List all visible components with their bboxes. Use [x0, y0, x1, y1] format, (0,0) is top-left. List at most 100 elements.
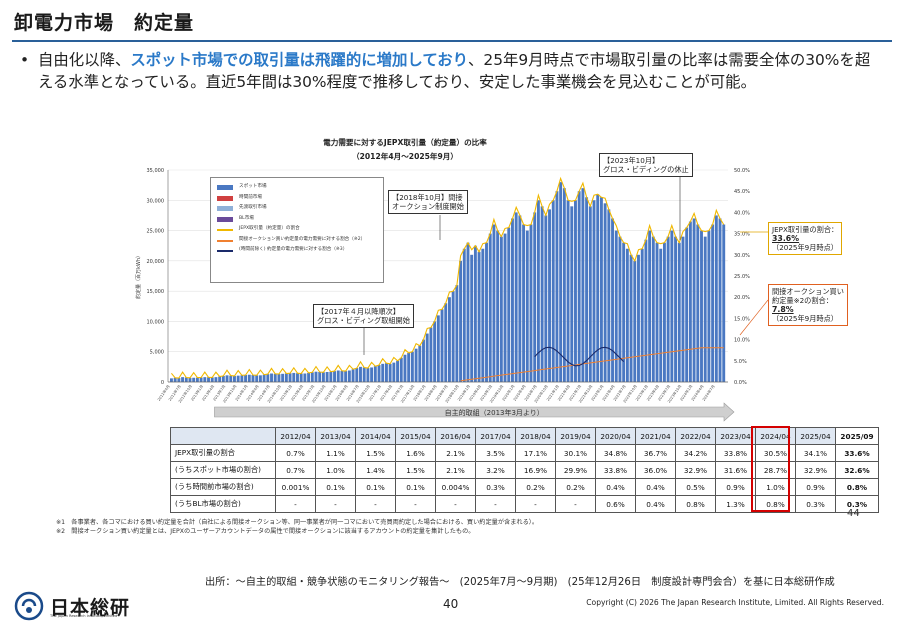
spot-bar	[377, 365, 381, 382]
spot-bar	[188, 377, 192, 382]
spot-bar	[722, 224, 726, 382]
spot-bar	[299, 373, 303, 382]
spot-bar	[577, 191, 581, 382]
spot-bar	[414, 348, 418, 382]
spot-bar	[266, 374, 270, 382]
spot-bar	[333, 371, 336, 382]
spot-bar	[351, 369, 355, 382]
spot-bar	[429, 327, 433, 382]
spot-bar	[651, 236, 655, 382]
spot-bar	[392, 362, 396, 382]
leader-indirect	[739, 299, 769, 336]
indirect-share-line	[460, 347, 724, 382]
chart-title-line2: （2012年4月～2025年9月）	[352, 152, 458, 161]
spot-bar	[562, 188, 566, 382]
spot-bar	[599, 197, 603, 382]
spot-bar	[203, 377, 207, 382]
y2-tick-label: 20.0%	[734, 295, 750, 301]
spot-bar	[718, 218, 722, 382]
y-tick-label: 20,000	[147, 259, 165, 265]
legend-item-spot: スポット市場	[211, 182, 383, 193]
spot-bar	[703, 236, 707, 382]
spot-bar	[614, 230, 618, 382]
spot-bar	[240, 375, 244, 382]
chart-legend: スポット市場 時間前市場 先渡取引市場 BL市場 JEPX取引量（約定量）の割合…	[210, 177, 384, 283]
spot-bar	[251, 375, 255, 382]
spot-bar	[644, 239, 648, 382]
spot-bar	[503, 233, 507, 382]
annotation-2018: 【2018年10月】間接 オークション制度開始	[388, 190, 468, 214]
y-tick-label: 5,000	[150, 350, 164, 356]
legend-item-bl: BL市場	[211, 214, 383, 225]
spot-bar	[511, 218, 514, 382]
spot-bar	[384, 363, 388, 382]
spot-bar	[288, 373, 292, 382]
spot-bar	[396, 360, 399, 382]
spot-bar	[170, 378, 173, 382]
spot-bar	[492, 224, 496, 382]
spot-bar	[507, 227, 511, 382]
spot-bar	[529, 224, 533, 382]
spot-bar	[258, 375, 262, 382]
spot-bar	[681, 236, 685, 382]
spot-bar	[399, 357, 403, 382]
y2-tick-label: 35.0%	[734, 232, 750, 238]
table-row: JEPX取引量の割合 0.7% 1.1% 1.5% 1.6% 2.1% 3.5% 17…	[170, 444, 879, 462]
spot-bar	[637, 254, 640, 382]
page-title: 卸電力市場 約定量	[14, 12, 195, 34]
spot-bar	[329, 371, 333, 382]
excl-intraday-share-line	[534, 346, 625, 367]
spot-bar	[425, 333, 429, 382]
spot-bar	[214, 377, 218, 382]
spot-bar	[422, 339, 425, 382]
spot-bar	[555, 191, 559, 382]
spot-bar	[184, 377, 188, 382]
spot-bar	[603, 203, 607, 382]
spot-bar	[625, 248, 629, 382]
spot-bar	[436, 315, 440, 382]
spot-bar	[340, 370, 344, 382]
spot-bar	[307, 372, 311, 382]
annotation-2023: 【2023年10月】 グロス・ビディングの休止	[599, 153, 693, 177]
spot-bar	[418, 345, 422, 382]
spot-bar	[462, 248, 466, 382]
spot-bar	[540, 206, 544, 382]
y-tick-label: 0	[161, 380, 164, 386]
legend-item-indirect-share: 間接オークション買い約定量の電力需要に対する割合（※2）	[211, 235, 383, 246]
spot-bar	[281, 373, 285, 382]
spot-bar	[700, 230, 703, 382]
spot-bar	[473, 245, 477, 382]
spot-bar	[225, 375, 229, 382]
spot-bar	[451, 291, 455, 382]
spot-bar	[229, 375, 233, 382]
spot-bar	[388, 363, 392, 382]
spot-bar	[692, 218, 696, 382]
spot-bar	[366, 368, 370, 382]
spot-bar	[325, 372, 329, 382]
y2-tick-label: 50.0%	[734, 168, 750, 174]
spot-bar	[611, 218, 614, 382]
spot-bar	[518, 215, 522, 382]
table-row: (うちBL市場の割合) -- -- -- -- 0.6% 0.4% 0.8% 1.3…	[170, 495, 879, 513]
y2-tick-label: 25.0%	[734, 274, 750, 280]
spot-bar	[670, 230, 674, 382]
spot-bar	[181, 377, 185, 382]
spot-bar	[433, 321, 437, 382]
annotation-2017: 【2017年４月以降順次】 グロス・ビディング取組開始	[313, 304, 414, 328]
page-number: 40	[443, 597, 459, 611]
y-tick-label: 25,000	[147, 229, 165, 235]
summary-highlight: スポット市場での取引量は飛躍的に増加しており	[130, 51, 469, 69]
spot-bar	[314, 371, 318, 382]
spot-bar	[711, 224, 715, 382]
spot-bar	[296, 373, 299, 382]
spot-bar	[355, 368, 359, 382]
spot-bar	[592, 200, 596, 382]
spot-bar	[548, 209, 551, 382]
spot-bar	[525, 230, 529, 382]
spot-bar	[685, 227, 689, 382]
spot-bar	[707, 230, 711, 382]
spot-bar	[659, 248, 663, 382]
spot-bar	[284, 373, 288, 382]
spot-bar	[714, 215, 718, 382]
spot-bar	[559, 182, 563, 382]
